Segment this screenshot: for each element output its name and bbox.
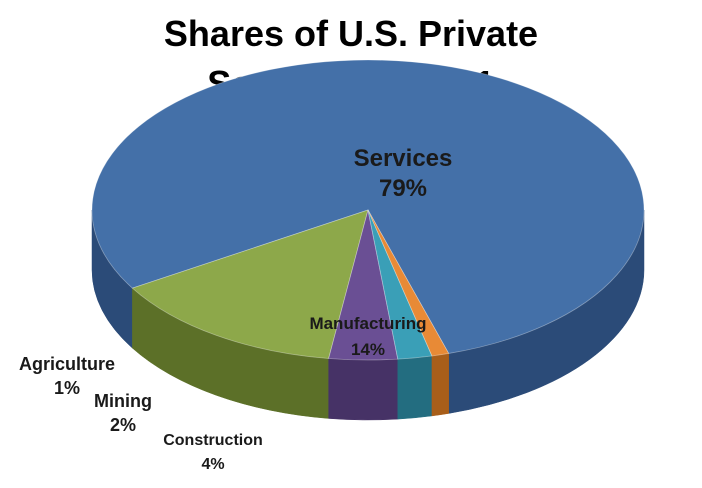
pie-tops xyxy=(91,59,645,361)
pie-side-construction xyxy=(328,358,399,421)
slice-label-value-services: 79% xyxy=(379,175,427,202)
pie-slice-construction xyxy=(328,209,399,361)
slice-label-name-construction: Construction xyxy=(163,432,263,449)
chart-title-line-1: Shares of U.S. Private xyxy=(164,13,538,54)
slice-label-value-construction: 4% xyxy=(201,456,224,473)
slice-label-value-agriculture: 1% xyxy=(54,378,80,398)
slice-label-name-services: Services xyxy=(354,145,453,172)
pie-side-agriculture xyxy=(431,353,449,417)
pie-slice-mining xyxy=(367,209,433,360)
pie-slice-services xyxy=(91,59,645,354)
slice-label-name-agriculture: Agriculture xyxy=(19,354,115,374)
slice-label-name-mining: Mining xyxy=(94,391,152,411)
slice-label-name-manufacturing: Manufacturing xyxy=(309,314,426,333)
pie-slice-manufacturing xyxy=(131,209,369,359)
pie-slice-agriculture xyxy=(367,209,450,357)
pie-labels: Services 79% Manufacturing 14% Construction 4… xyxy=(19,145,452,473)
slice-label-value-mining: 2% xyxy=(110,415,136,435)
slice-label-value-manufacturing: 14% xyxy=(351,340,385,359)
pie-side-mining xyxy=(397,355,433,420)
